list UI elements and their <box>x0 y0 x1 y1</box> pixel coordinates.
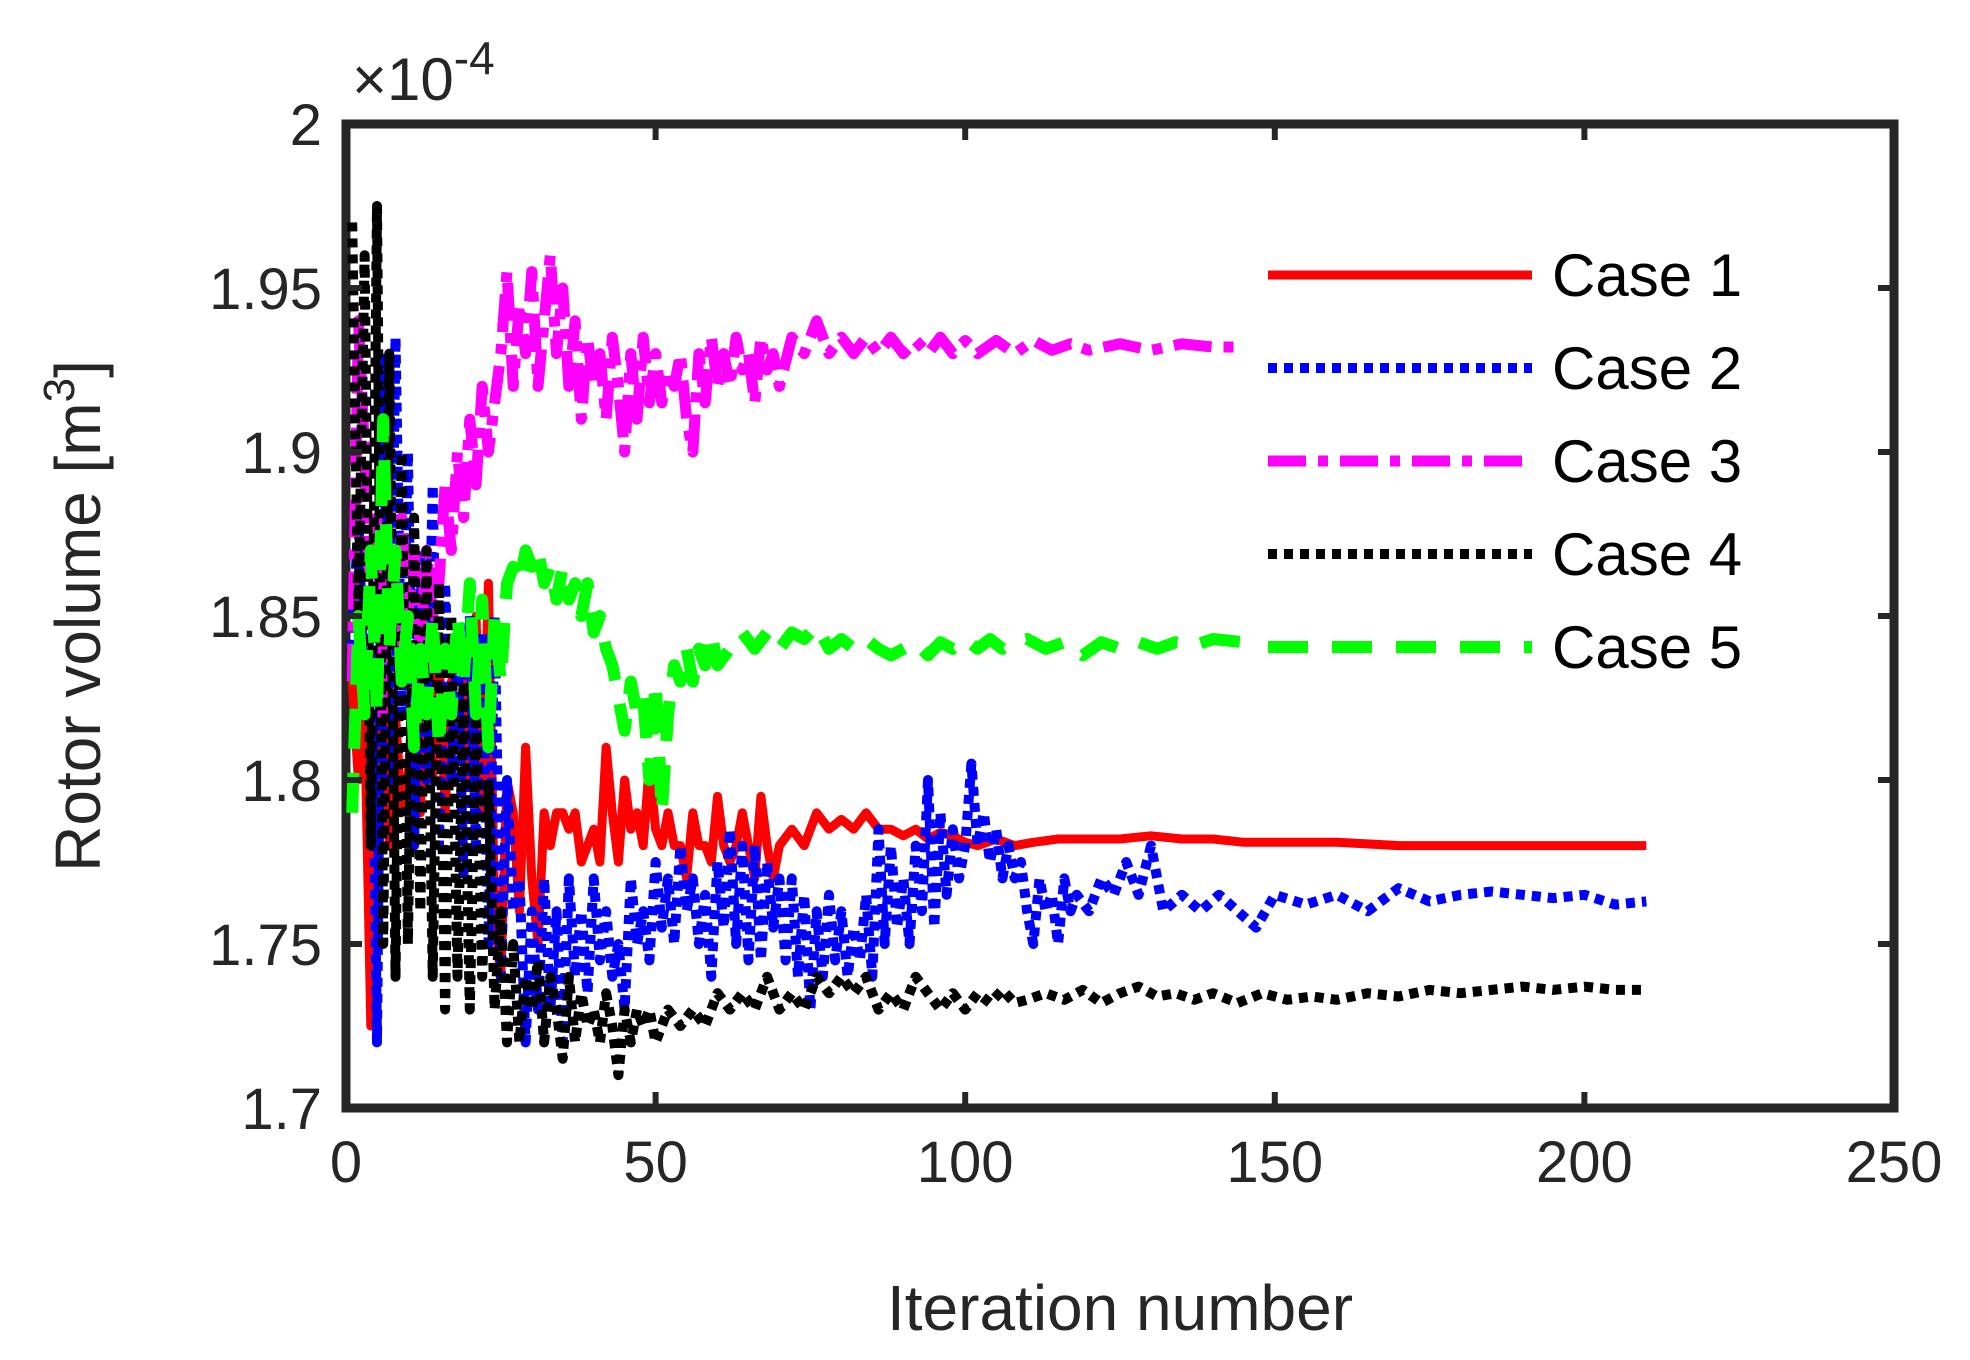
y-axis-label-superscript: 3 <box>35 378 84 402</box>
legend: Case 1 Case 2 Case 3 Case 4 Case 5 <box>1268 242 1742 681</box>
series-line-case-4 <box>347 201 1647 1081</box>
x-tick-label: 50 <box>623 1130 688 1195</box>
x-tick-label: 0 <box>330 1130 362 1195</box>
y-tick-label: 2 <box>290 93 322 158</box>
legend-label-case-3: Case 3 <box>1552 428 1742 495</box>
y-tick-label: 1.75 <box>209 913 322 978</box>
legend-label-case-5: Case 5 <box>1552 614 1742 681</box>
ticks-layer: 0 50 100 150 200 250 1.7 1.75 1.8 1.85 1.9 1.95 2 <box>209 93 1942 1195</box>
y-axis-label-main: Rotor volume [m <box>42 402 114 871</box>
y-tick-label: 1.95 <box>209 257 322 322</box>
series-line-case-3 <box>346 249 1244 720</box>
y-exponent-multiplier: ×10-4 <box>352 32 495 113</box>
y-tick-label: 1.9 <box>241 421 322 486</box>
y-tick-label: 1.8 <box>241 749 322 814</box>
series-line-case-2 <box>347 332 1647 1048</box>
x-tick-label: 100 <box>917 1130 1014 1195</box>
x-tick-label: 250 <box>1846 1130 1943 1195</box>
y-exponent-prefix: ×10 <box>352 46 454 113</box>
legend-label-case-4: Case 4 <box>1552 521 1742 588</box>
y-axis-label-close: ] <box>42 360 114 378</box>
series-layer <box>346 201 1647 1081</box>
legend-label-case-1: Case 1 <box>1552 242 1742 309</box>
y-tick-label: 1.7 <box>241 1077 322 1142</box>
x-tick-label: 200 <box>1536 1130 1633 1195</box>
legend-label-case-2: Case 2 <box>1552 335 1742 402</box>
y-axis-label: Rotor volume [m3] <box>35 360 114 872</box>
series-line-case-5 <box>346 413 1245 819</box>
y-exponent-power: -4 <box>454 32 495 84</box>
y-tick-label: 1.85 <box>209 585 322 650</box>
x-axis-label: Iteration number <box>887 1272 1353 1344</box>
x-tick-label: 150 <box>1226 1130 1323 1195</box>
